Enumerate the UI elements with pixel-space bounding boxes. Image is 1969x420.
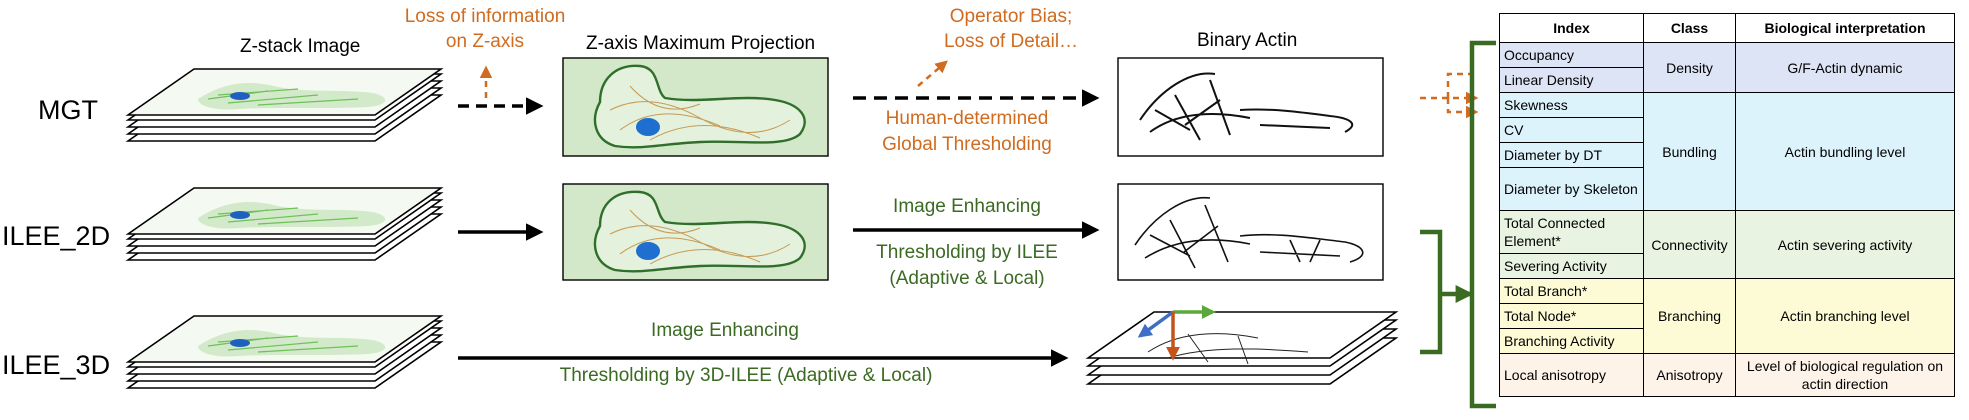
arrow-operator-bias bbox=[917, 60, 948, 87]
bracket-ilee-outputs bbox=[1420, 229, 1443, 355]
annotation-loss-info-line1: Loss of information bbox=[404, 6, 566, 27]
bracket-table bbox=[1469, 40, 1496, 409]
annotation-enhancing-3d: Image Enhancing bbox=[651, 320, 799, 341]
projection-panel-ilee2d bbox=[562, 183, 829, 281]
table-header-row: Index Class Biological interpretation bbox=[1499, 13, 1955, 43]
annotation-operator-bias-line1: Operator Bias; bbox=[949, 6, 1073, 27]
index-cell: CV bbox=[1499, 117, 1644, 143]
index-cell: Severing Activity bbox=[1499, 253, 1644, 279]
annotation-threshold-2d: Thresholding by ILEE (Adaptive & Local) bbox=[842, 240, 1092, 292]
zstack-image-mgt bbox=[125, 68, 444, 142]
annotation-threshold-3d: Thresholding by 3D-ILEE (Adaptive & Loca… bbox=[559, 365, 933, 386]
zstack-image-ilee3d bbox=[125, 315, 444, 389]
annotation-human-threshold-line1: Human-determined bbox=[885, 108, 1049, 129]
index-cell: Linear Density bbox=[1499, 67, 1644, 93]
index-cell: Skewness bbox=[1499, 92, 1644, 118]
table-header-index: Index bbox=[1499, 13, 1644, 43]
table-row: Skewness Bundling Actin bundling level bbox=[1499, 92, 1955, 211]
projection-panel-mgt bbox=[562, 57, 829, 157]
index-cell: Diameter by Skeleton bbox=[1499, 167, 1644, 211]
table-row: Total Connected Element* Connectivity Ac… bbox=[1499, 210, 1955, 279]
col-heading-zstack: Z-stack Image bbox=[240, 36, 361, 57]
annotation-threshold-2d-line2: (Adaptive & Local) bbox=[889, 268, 1045, 289]
index-cell: Total Node* bbox=[1499, 303, 1644, 329]
table-row: Local anisotropy Anisotropy Level of bio… bbox=[1499, 353, 1955, 397]
bio-cell-anisotropy: Level of biological regulation on actin … bbox=[1735, 353, 1955, 397]
arrow-mgt-to-table-branch bbox=[1446, 72, 1476, 112]
annotation-threshold-2d-line1: Thresholding by ILEE bbox=[876, 242, 1058, 263]
index-cell: Occupancy bbox=[1499, 42, 1644, 68]
table-row: Total Branch* Branching Actin branching … bbox=[1499, 278, 1955, 354]
zstack-image-ilee2d bbox=[125, 187, 444, 261]
class-cell-connectivity: Connectivity bbox=[1643, 210, 1736, 279]
annotation-operator-bias-line2: Loss of Detail… bbox=[943, 31, 1079, 52]
index-cell: Local anisotropy bbox=[1499, 353, 1644, 397]
bio-cell-density: G/F-Actin dynamic bbox=[1735, 42, 1955, 93]
index-cell: Total Branch* bbox=[1499, 278, 1644, 304]
bio-cell-bundling: Actin bundling level bbox=[1735, 92, 1955, 211]
binary-actin-3d-stack bbox=[1085, 311, 1399, 385]
class-cell-bundling: Bundling bbox=[1643, 92, 1736, 211]
annotation-loss-info-line2: on Z-axis bbox=[445, 31, 525, 52]
annotation-operator-bias: Operator Bias; Loss of Detail… bbox=[916, 4, 1106, 54]
table-row: Occupancy Density G/F-Actin dynamic bbox=[1499, 42, 1955, 93]
binary-actin-panel-mgt bbox=[1117, 57, 1384, 157]
annotation-loss-info: Loss of information on Z-axis bbox=[390, 4, 580, 54]
row-label-ilee2d: ILEE_2D bbox=[2, 221, 111, 251]
col-heading-projection: Z-axis Maximum Projection bbox=[586, 33, 816, 54]
table-header-class: Class bbox=[1643, 13, 1736, 43]
annotation-human-threshold: Human-determined Global Thresholding bbox=[852, 106, 1082, 158]
index-cell: Branching Activity bbox=[1499, 328, 1644, 354]
annotation-enhancing-2d: Image Enhancing bbox=[893, 196, 1041, 217]
index-cell: Total Connected Element* bbox=[1499, 210, 1644, 254]
index-table: Index Class Biological interpretation Oc… bbox=[1499, 13, 1955, 397]
bio-cell-branching: Actin branching level bbox=[1735, 278, 1955, 354]
annotation-human-threshold-line2: Global Thresholding bbox=[882, 134, 1052, 155]
bio-cell-connectivity: Actin severing activity bbox=[1735, 210, 1955, 279]
binary-actin-panel-ilee2d bbox=[1117, 183, 1384, 281]
axis-y-arrow bbox=[1137, 310, 1175, 338]
class-cell-density: Density bbox=[1643, 42, 1736, 93]
class-cell-branching: Branching bbox=[1643, 278, 1736, 354]
table-header-bio: Biological interpretation bbox=[1735, 13, 1955, 43]
row-label-ilee3d: ILEE_3D bbox=[2, 350, 111, 380]
class-cell-anisotropy: Anisotropy bbox=[1643, 353, 1736, 397]
row-label-mgt: MGT bbox=[38, 95, 98, 125]
col-heading-binary: Binary Actin bbox=[1197, 30, 1298, 51]
index-cell: Diameter by DT bbox=[1499, 142, 1644, 168]
